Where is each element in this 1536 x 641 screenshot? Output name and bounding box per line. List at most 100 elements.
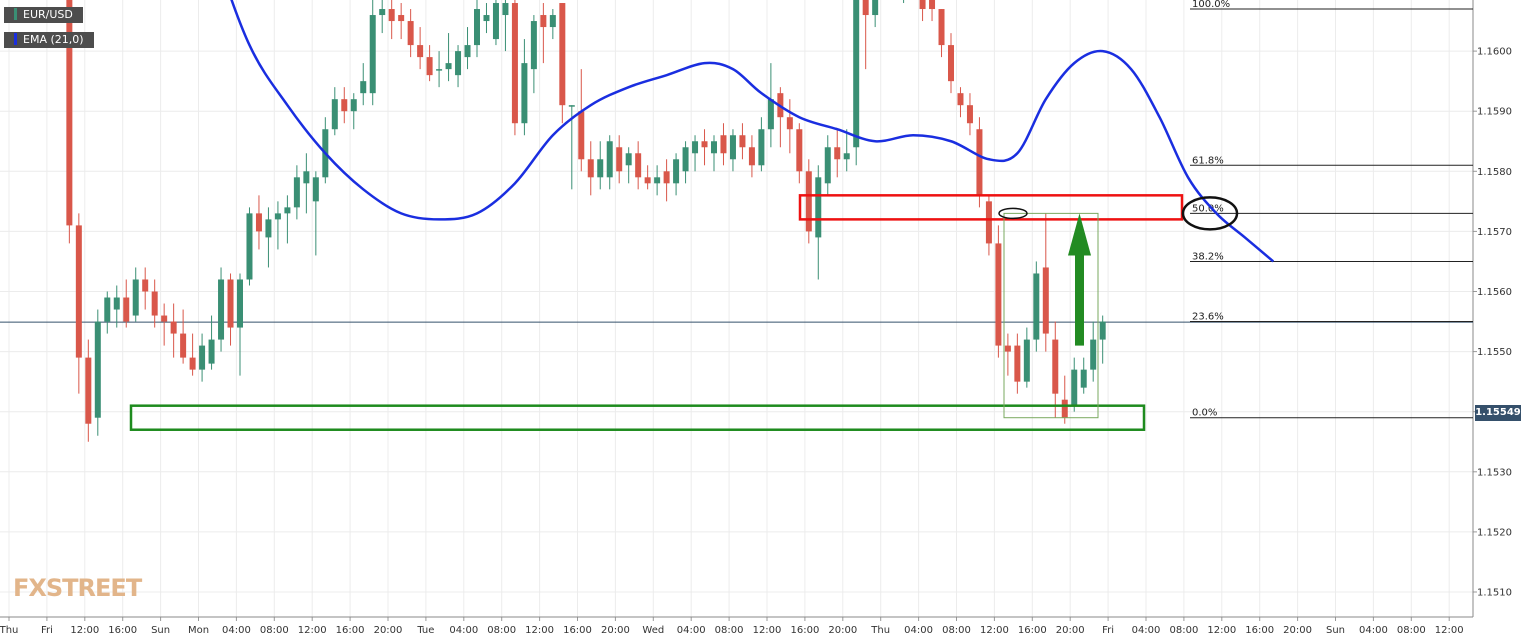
candle-body <box>966 105 973 124</box>
candle-body <box>796 129 803 172</box>
candle-body <box>786 117 793 130</box>
candle-body <box>360 81 367 94</box>
candle-body <box>739 135 746 148</box>
plot-area <box>0 0 1473 617</box>
candle-body <box>208 339 215 364</box>
x-tick-label: 20:00 <box>1056 625 1085 636</box>
candle-body <box>1080 369 1087 388</box>
x-tick-label: 04:00 <box>1132 625 1161 636</box>
y-tick-label: 1.1570 <box>1477 227 1512 238</box>
candle-body <box>872 0 879 16</box>
symbol-label: EUR/USD <box>23 8 73 21</box>
x-tick-label: 20:00 <box>828 625 857 636</box>
x-tick-label: 20:00 <box>374 625 403 636</box>
x-tick-label: 16:00 <box>336 625 365 636</box>
x-tick-label: 12:00 <box>753 625 782 636</box>
candle-body <box>654 177 661 184</box>
candle-body <box>729 135 736 160</box>
arrow-head <box>1068 213 1091 256</box>
candle-body <box>597 159 604 178</box>
candle-body <box>436 69 443 71</box>
candle-body <box>369 15 376 94</box>
fib-50-ellipse <box>1181 196 1239 231</box>
candle-body <box>388 9 395 22</box>
candle-body <box>758 129 765 166</box>
candle-body <box>682 147 689 172</box>
x-tick-label: 20:00 <box>601 625 630 636</box>
candle-body <box>824 147 831 184</box>
x-tick-label: Wed <box>642 625 664 636</box>
x-tick-label: 12:00 <box>298 625 327 636</box>
candle-body <box>1033 273 1040 340</box>
ema-swatch <box>14 33 17 45</box>
x-tick-label: Mon <box>188 625 209 636</box>
candle-body <box>635 153 642 178</box>
x-tick-label: 16:00 <box>108 625 137 636</box>
candle-body <box>1014 345 1021 382</box>
candle-body <box>1052 339 1059 394</box>
legend-symbol[interactable]: EUR/USD <box>4 7 83 23</box>
x-tick-label: 04:00 <box>677 625 706 636</box>
y-tick-label: 1.1600 <box>1477 47 1512 58</box>
fib-level-label: 23.6% <box>1192 312 1224 323</box>
y-tick-label: 1.1520 <box>1477 527 1512 538</box>
candle-body <box>929 0 936 10</box>
current-price-tag: 1.15549 <box>1475 405 1521 421</box>
candle-body <box>919 0 926 10</box>
x-tick-label: 04:00 <box>222 625 251 636</box>
candle-body <box>85 357 92 424</box>
candle-body <box>407 21 414 46</box>
candle-body <box>701 141 708 148</box>
candle-body <box>161 315 168 322</box>
candle-body <box>455 51 462 76</box>
candle-body <box>189 357 196 370</box>
candle-body <box>767 99 774 130</box>
candle-body <box>464 45 471 58</box>
fib-level-label: 61.8% <box>1192 155 1224 166</box>
candle-body <box>492 3 499 40</box>
candle-body <box>616 147 623 172</box>
candle-body <box>142 279 149 292</box>
candle-body <box>218 279 225 340</box>
x-tick-label: Sun <box>151 625 170 636</box>
x-tick-label: Sun <box>1326 625 1345 636</box>
arrow-shaft <box>1075 255 1084 346</box>
fxstreet-logo: FXSTREET <box>13 574 142 602</box>
candle-body <box>511 3 518 124</box>
x-tick-label: 08:00 <box>1169 625 1198 636</box>
candle-body <box>938 9 945 46</box>
y-tick-label: 1.1530 <box>1477 467 1512 478</box>
candle-body <box>246 213 253 280</box>
candle-body <box>985 201 992 244</box>
candle-body <box>104 297 111 322</box>
x-tick-label: 08:00 <box>942 625 971 636</box>
x-tick-label: Thu <box>0 625 18 636</box>
candle-body <box>540 15 547 28</box>
candle-body <box>66 0 73 226</box>
candle-body <box>530 21 537 70</box>
candle-body <box>957 93 964 106</box>
x-tick-label: 12:00 <box>980 625 1009 636</box>
candle-body <box>1004 345 1011 352</box>
x-tick-label: 08:00 <box>260 625 289 636</box>
ema-label: EMA (21,0) <box>23 33 84 46</box>
touch-ellipse <box>998 207 1028 220</box>
y-tick-label: 1.1590 <box>1477 107 1512 118</box>
fib-level-label: 100.0% <box>1192 0 1230 10</box>
candle-body <box>559 3 566 106</box>
symbol-swatch <box>14 8 17 20</box>
candle-body <box>113 297 120 310</box>
candle-body <box>976 129 983 196</box>
support-zone-box <box>129 404 1146 431</box>
candle-body <box>644 177 651 184</box>
x-tick-label: 12:00 <box>525 625 554 636</box>
legend-ema[interactable]: EMA (21,0) <box>4 32 94 48</box>
y-tick-label: 1.1550 <box>1477 347 1512 358</box>
x-tick-label: 08:00 <box>1397 625 1426 636</box>
candle-body <box>303 171 310 184</box>
candle-body <box>995 243 1002 346</box>
candle-body <box>379 9 386 16</box>
candle-body <box>417 45 424 58</box>
y-tick-label: 1.1580 <box>1477 167 1512 178</box>
